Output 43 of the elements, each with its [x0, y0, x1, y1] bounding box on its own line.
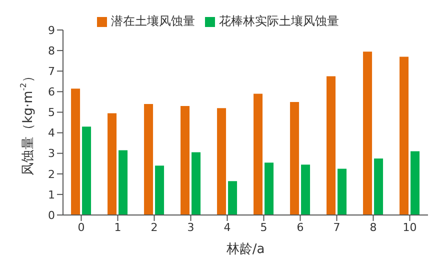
legend-label: 潜在土壤风蚀量 — [111, 14, 195, 28]
x-tick-label: 0 — [78, 220, 85, 234]
y-tick-label: 8 — [48, 44, 55, 58]
bar — [217, 108, 226, 215]
x-tick-label: 2 — [150, 220, 158, 234]
bar — [118, 150, 128, 215]
bar — [192, 152, 201, 215]
bar — [264, 162, 274, 215]
y-tick-label: 4 — [48, 126, 55, 140]
x-tick-label: 4 — [224, 220, 231, 234]
legend-label: 花棒林实际土壤风蚀量 — [219, 14, 339, 28]
y-tick-label: 0 — [48, 208, 55, 222]
bar — [363, 52, 372, 215]
bar — [144, 104, 154, 215]
x-tick-label: 10 — [402, 220, 417, 234]
x-tick-label: 6 — [296, 220, 304, 234]
bar — [374, 158, 384, 215]
y-tick-label: 1 — [48, 188, 55, 202]
y-tick-label: 6 — [48, 86, 55, 99]
x-tick-label: 8 — [370, 220, 377, 234]
y-tick-label: 9 — [48, 24, 55, 37]
x-tick-label: 1 — [114, 220, 122, 234]
bar — [155, 166, 164, 215]
bar — [301, 164, 310, 215]
bar — [338, 168, 347, 215]
bar — [82, 126, 92, 215]
y-tick-label: 2 — [48, 168, 55, 181]
y-tick-label: 5 — [48, 106, 55, 120]
bar — [326, 76, 336, 215]
bar — [108, 113, 117, 215]
x-tick-label: 5 — [260, 220, 268, 234]
bar — [400, 56, 409, 215]
y-tick-label: 7 — [48, 65, 55, 78]
x-tick-label: 7 — [333, 220, 340, 234]
x-tick-label: 3 — [187, 220, 194, 234]
x-axis-title: 林龄/a — [225, 242, 265, 257]
bar — [180, 106, 190, 215]
bar — [71, 88, 80, 215]
y-tick-label: 3 — [48, 147, 55, 160]
bar — [228, 181, 238, 215]
bar — [290, 102, 300, 215]
bar — [254, 94, 263, 215]
bar — [410, 151, 420, 215]
